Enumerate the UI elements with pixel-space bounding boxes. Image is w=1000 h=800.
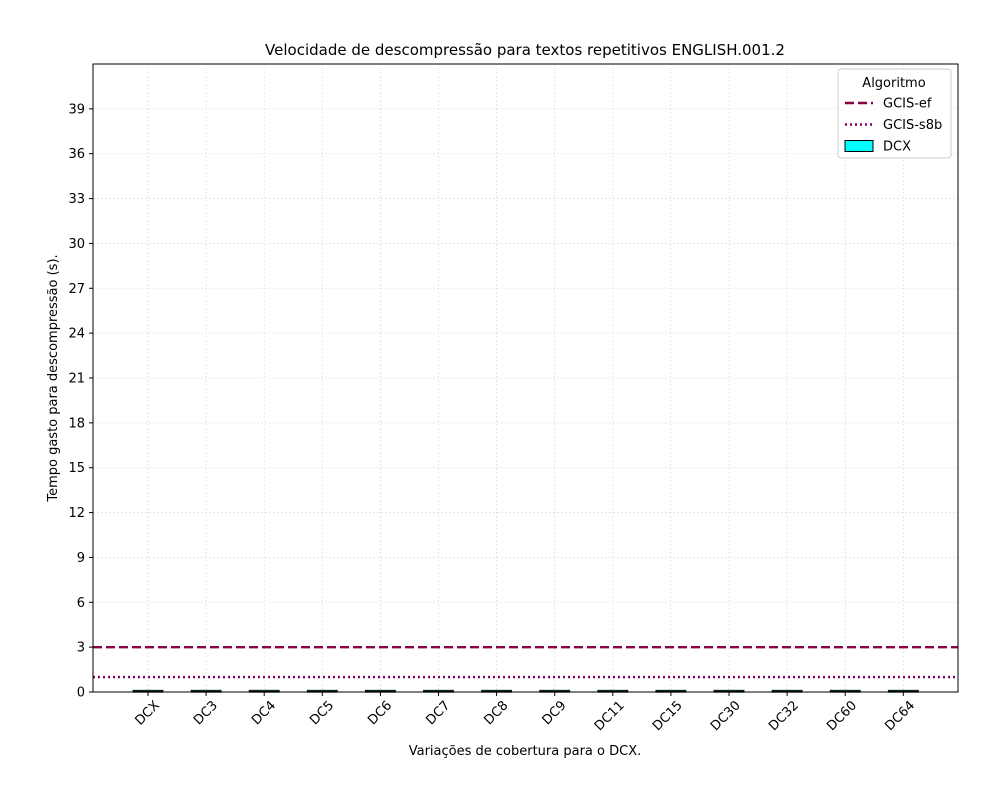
legend-label: GCIS-s8b: [883, 118, 942, 133]
y-tick-label: 24: [68, 327, 85, 342]
y-tick-label: 39: [68, 102, 85, 117]
x-tick-label: DC64: [882, 698, 918, 734]
legend-frame: [837, 68, 952, 159]
y-tick-label: 30: [68, 237, 85, 252]
x-axis-label: Variações de cobertura para o DCX.: [409, 744, 642, 759]
x-tick-label: DC15: [650, 698, 686, 734]
x-axis-ticks: DCX DC3 DC4 DC5 DC6 DC7 DC8 DC9 DC11 DC15 DC30 DC32…: [132, 692, 918, 734]
y-tick-label: 0: [77, 686, 85, 701]
y-tick-label: 6: [77, 596, 85, 611]
grid-layer: [93, 64, 958, 693]
y-tick-label: 36: [68, 147, 85, 162]
x-tick-label: DC5: [307, 698, 337, 728]
y-tick-label: 27: [68, 282, 85, 297]
y-tick-label: 9: [77, 551, 85, 566]
x-tick-label: DC9: [540, 698, 570, 728]
y-tick-label: 15: [68, 461, 85, 476]
chart-title: Velocidade de descompressão para textos …: [265, 41, 785, 59]
x-tick-label: DC30: [708, 698, 744, 734]
x-tick-label: DC32: [766, 698, 802, 734]
x-tick-label: DC6: [365, 698, 395, 728]
y-tick-label: 3: [77, 641, 85, 656]
reference-lines: [93, 645, 958, 679]
legend-label: DCX: [883, 140, 911, 155]
x-tick-label: DC60: [824, 698, 860, 734]
y-tick-label: 33: [68, 192, 85, 207]
legend-label: GCIS-ef: [883, 97, 932, 112]
legend-swatch-DCX: [844, 140, 874, 152]
x-tick-label: DC11: [592, 698, 628, 734]
legend: Algoritmo GCIS-ef GCIS-s8b DCX: [837, 68, 952, 159]
legend-entries: GCIS-ef GCIS-s8b DCX: [844, 97, 942, 155]
y-axis-label: Tempo gasto para descompressão (s).: [46, 254, 61, 502]
y-tick-label: 21: [68, 372, 85, 387]
x-tick-label: DCX: [132, 698, 162, 728]
x-tick-label: DC8: [481, 698, 511, 728]
legend-title: Algoritmo: [862, 76, 925, 91]
x-tick-label: DC3: [191, 698, 221, 728]
y-tick-label: 12: [68, 506, 85, 521]
y-tick-label: 18: [68, 416, 85, 431]
x-tick-label: DC7: [423, 698, 453, 728]
x-tick-label: DC4: [249, 698, 279, 728]
